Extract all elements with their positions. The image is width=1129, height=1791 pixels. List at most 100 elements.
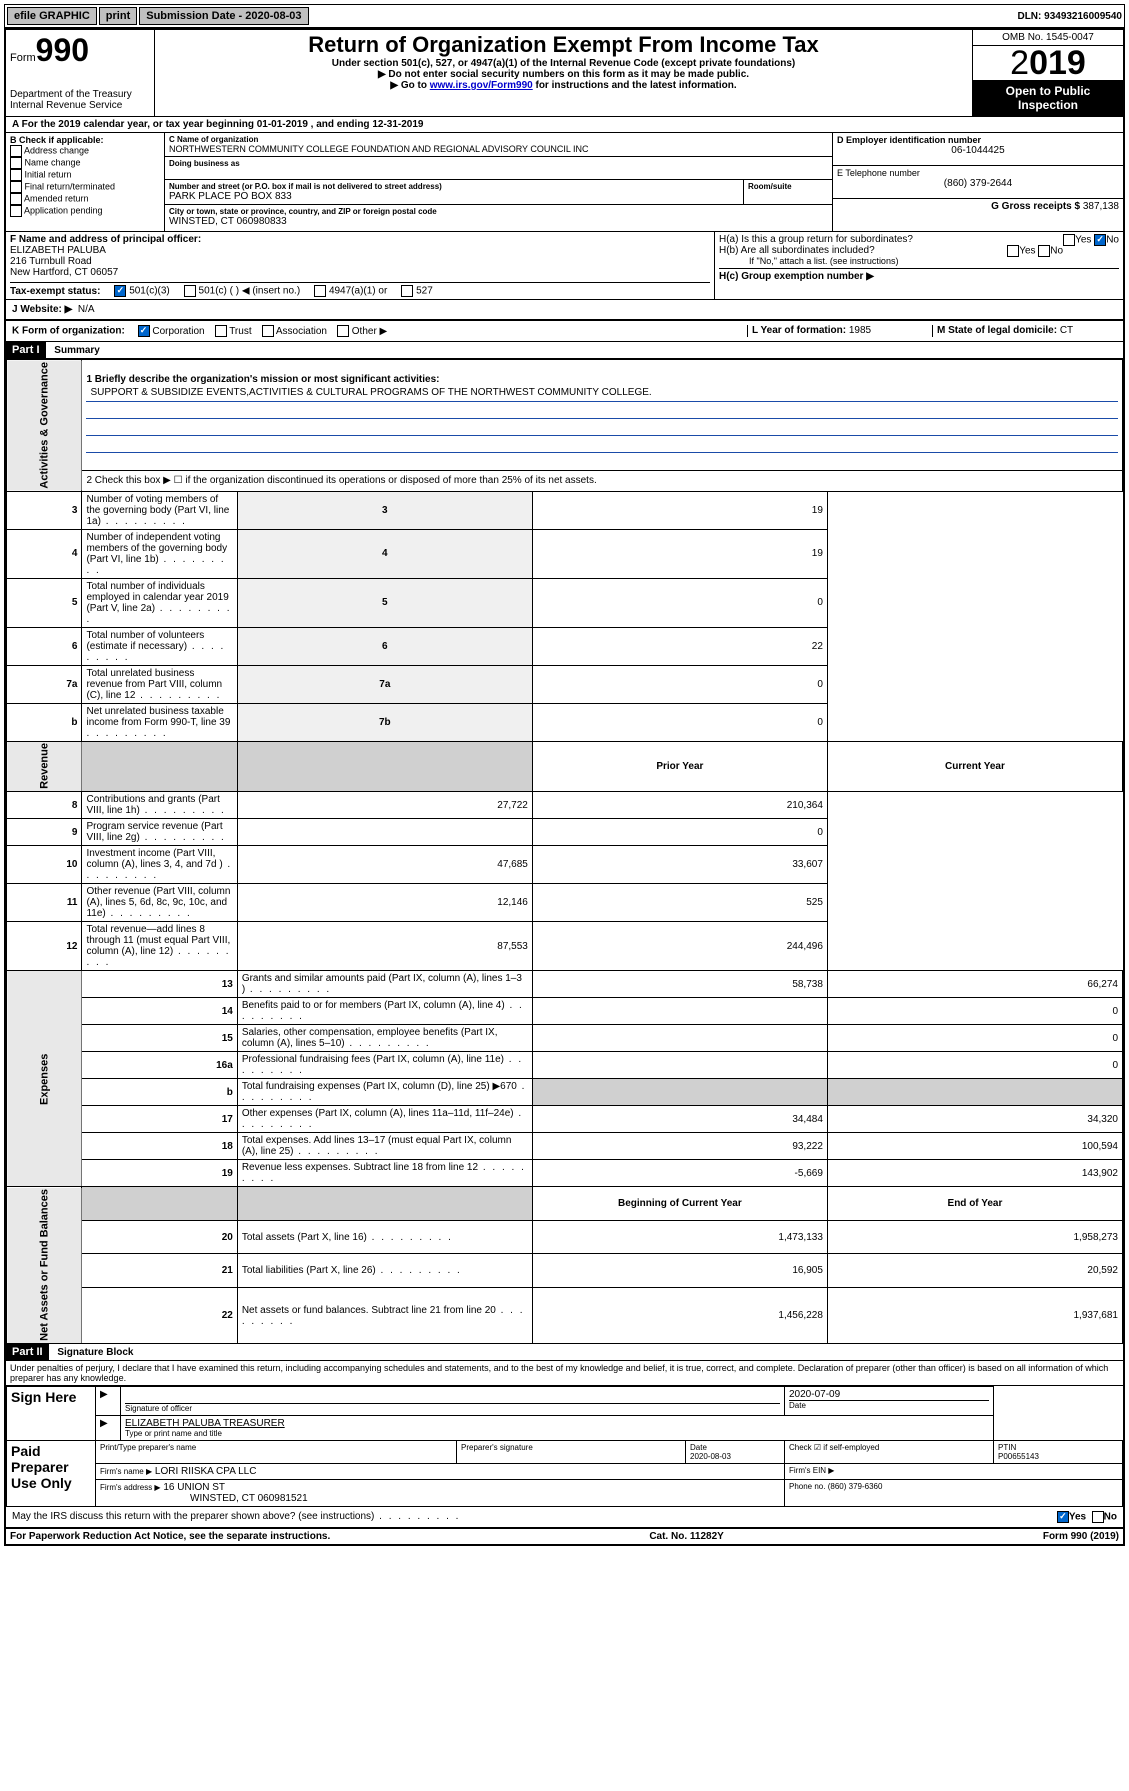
c-dba-lbl: Doing business as (169, 159, 828, 168)
form-header: Form990 Department of the Treasury Inter… (6, 30, 1123, 117)
firm-name: LORI RIISKA CPA LLC (155, 1466, 257, 1477)
officer-name: ELIZABETH PALUBA (10, 245, 106, 256)
box-b-title: B Check if applicable: (10, 135, 160, 145)
k-opt-3[interactable] (337, 325, 349, 337)
form-word: Form (10, 52, 36, 64)
sig-date-lbl: Date (789, 1400, 989, 1410)
mission-line4 (86, 438, 1118, 453)
open-public-badge: Open to Public Inspection (973, 80, 1123, 116)
discuss-yes[interactable] (1057, 1511, 1069, 1523)
box-b-opt-2[interactable] (10, 169, 22, 181)
mission-line2 (86, 404, 1118, 419)
header-right: OMB No. 1545-0047 2019 Open to Public In… (972, 30, 1123, 116)
501c-checkbox[interactable] (184, 285, 196, 297)
501c3-checkbox[interactable] (114, 285, 126, 297)
box-b: B Check if applicable: Address change Na… (6, 133, 165, 231)
year-formation: 1985 (849, 325, 871, 336)
mission-line3 (86, 421, 1118, 436)
e-lbl: E Telephone number (837, 168, 1119, 178)
m-lbl: M State of legal domicile: (937, 325, 1057, 336)
c-room-lbl: Room/suite (748, 182, 828, 191)
hb-lbl: H(b) Are all subordinates included? (719, 245, 875, 256)
officer-city: New Hartford, CT 06057 (10, 267, 118, 278)
form-subtitle: Under section 501(c), 527, or 4947(a)(1)… (161, 58, 966, 69)
prior-year-hdr: Prior Year (532, 741, 827, 792)
website-value: N/A (78, 304, 95, 315)
paperwork-notice: For Paperwork Reduction Act Notice, see … (10, 1531, 330, 1542)
summary-table: Activities & Governance 1 Briefly descri… (6, 359, 1123, 1344)
paid-preparer-label: Paid Preparer Use Only (7, 1441, 96, 1507)
box-b-opt-0[interactable] (10, 145, 22, 157)
irs-label: Internal Revenue Service (10, 100, 150, 111)
k-opt-1[interactable] (215, 325, 227, 337)
box-b-opt-4[interactable] (10, 193, 22, 205)
c-city-lbl: City or town, state or province, country… (169, 207, 828, 216)
submission-date-label: Submission Date - 2020-08-03 (139, 7, 308, 25)
print-button[interactable]: print (99, 7, 137, 25)
firm-addr: 16 UNION ST (163, 1482, 225, 1493)
4947-checkbox[interactable] (314, 285, 326, 297)
type-name-lbl: Type or print name and title (125, 1429, 989, 1438)
gross-receipts: 387,138 (1083, 201, 1119, 212)
hb-yes[interactable] (1007, 245, 1019, 257)
firm-phone: (860) 379-6360 (828, 1482, 883, 1491)
sig-officer-lbl: Signature of officer (125, 1404, 780, 1413)
ptin-value: P00655143 (998, 1452, 1039, 1461)
ha-yes[interactable] (1063, 234, 1075, 246)
hb-note: If "No," attach a list. (see instruction… (719, 256, 1119, 266)
ein-value: 06-1044425 (837, 145, 1119, 156)
part2-header-row: Part II Signature Block (6, 1344, 1123, 1361)
section-fh: F Name and address of principal officer:… (6, 232, 1123, 300)
line2: 2 Check this box ▶ ☐ if the organization… (82, 470, 1123, 491)
part1-header-row: Part I Summary (6, 342, 1123, 359)
527-label: 527 (416, 286, 433, 297)
dept-label: Department of the Treasury (10, 89, 150, 100)
box-b-opt-1[interactable] (10, 157, 22, 169)
box-b-opt-5[interactable] (10, 205, 22, 217)
note2-post: for instructions and the latest informat… (533, 80, 737, 91)
f-lbl: F Name and address of principal officer: (10, 234, 201, 245)
perjury-text: Under penalties of perjury, I declare th… (6, 1361, 1123, 1386)
vert-revenue: Revenue (7, 741, 82, 792)
form-ref: Form 990 (2019) (1043, 1531, 1119, 1542)
k-opt-2[interactable] (262, 325, 274, 337)
sign-here-label: Sign Here (7, 1387, 96, 1441)
header-middle: Return of Organization Exempt From Incom… (155, 30, 972, 116)
prep-name-lbl: Print/Type preparer's name (96, 1441, 457, 1464)
toolbar: efile GRAPHIC print Submission Date - 20… (4, 4, 1125, 28)
d-lbl: D Employer identification number (837, 135, 1119, 145)
part2-badge: Part II (6, 1344, 49, 1360)
discuss-no[interactable] (1092, 1511, 1104, 1523)
ha-lbl: H(a) Is this a group return for subordin… (719, 234, 913, 245)
hb-no[interactable] (1038, 245, 1050, 257)
box-c: C Name of organization NORTHWESTERN COMM… (165, 133, 833, 231)
current-year-hdr: Current Year (827, 741, 1122, 792)
mission-text: SUPPORT & SUBSIDIZE EVENTS,ACTIVITIES & … (86, 387, 1118, 402)
4947-label: 4947(a)(1) or (329, 286, 387, 297)
efile-label: efile GRAPHIC (7, 7, 97, 25)
prep-sig-lbl: Preparer's signature (457, 1441, 686, 1464)
g-lbl: G Gross receipts $ (991, 201, 1080, 212)
ha-no[interactable] (1094, 234, 1106, 246)
prep-date: 2020-08-03 (690, 1452, 731, 1461)
domicile-state: CT (1060, 325, 1073, 336)
line1-lbl: 1 Briefly describe the organization's mi… (86, 374, 439, 385)
hc-lbl: H(c) Group exemption number ▶ (719, 271, 874, 282)
form-note1: ▶ Do not enter social security numbers o… (161, 69, 966, 80)
c-addr-lbl: Number and street (or P.O. box if mail i… (169, 182, 739, 191)
cat-no: Cat. No. 11282Y (330, 1531, 1043, 1542)
form-title: Return of Organization Exempt From Incom… (161, 32, 966, 58)
section-bcdefg: B Check if applicable: Address change Na… (6, 133, 1123, 232)
form-number: 990 (36, 32, 89, 68)
form990-link[interactable]: www.irs.gov/Form990 (430, 80, 533, 91)
box-b-opt-3[interactable] (10, 181, 22, 193)
vert-expenses: Expenses (7, 971, 82, 1187)
527-checkbox[interactable] (401, 285, 413, 297)
part1-badge: Part I (6, 342, 46, 358)
phone-value: (860) 379-2644 (837, 178, 1119, 189)
note2-pre: ▶ Go to (390, 80, 429, 91)
form-990: Form990 Department of the Treasury Inter… (4, 28, 1125, 1546)
check-self-employed: Check ☑ if self-employed (785, 1441, 994, 1464)
k-opt-0[interactable] (138, 325, 150, 337)
l-lbl: L Year of formation: (752, 325, 846, 336)
